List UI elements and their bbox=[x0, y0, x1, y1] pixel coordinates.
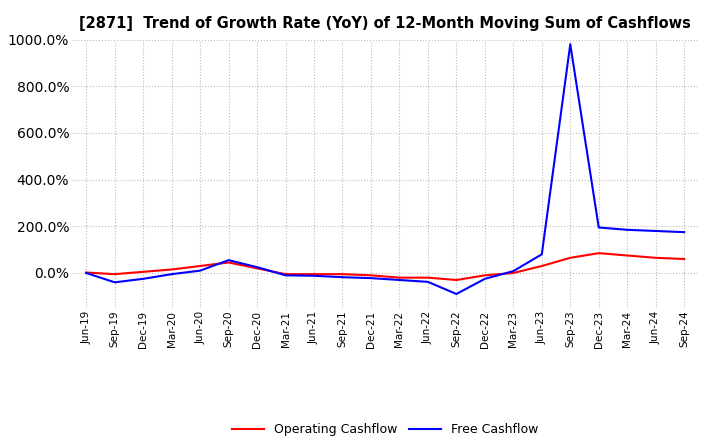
Free Cashflow bbox=[623, 227, 631, 232]
Free Cashflow bbox=[110, 280, 119, 285]
Legend: Operating Cashflow, Free Cashflow: Operating Cashflow, Free Cashflow bbox=[228, 418, 543, 440]
Free Cashflow bbox=[509, 268, 518, 274]
Free Cashflow bbox=[480, 276, 489, 282]
Line: Operating Cashflow: Operating Cashflow bbox=[86, 253, 684, 280]
Free Cashflow bbox=[395, 277, 404, 282]
Operating Cashflow bbox=[196, 264, 204, 269]
Operating Cashflow bbox=[680, 257, 688, 262]
Operating Cashflow bbox=[366, 273, 375, 278]
Title: [2871]  Trend of Growth Rate (YoY) of 12-Month Moving Sum of Cashflows: [2871] Trend of Growth Rate (YoY) of 12-… bbox=[79, 16, 691, 32]
Operating Cashflow bbox=[167, 267, 176, 272]
Free Cashflow bbox=[310, 273, 318, 279]
Operating Cashflow bbox=[652, 255, 660, 260]
Operating Cashflow bbox=[452, 277, 461, 282]
Free Cashflow bbox=[225, 257, 233, 263]
Operating Cashflow bbox=[139, 269, 148, 275]
Operating Cashflow bbox=[82, 270, 91, 275]
Operating Cashflow bbox=[253, 266, 261, 271]
Operating Cashflow bbox=[225, 260, 233, 265]
Operating Cashflow bbox=[566, 255, 575, 260]
Operating Cashflow bbox=[310, 271, 318, 277]
Operating Cashflow bbox=[537, 264, 546, 269]
Free Cashflow bbox=[566, 42, 575, 47]
Operating Cashflow bbox=[282, 271, 290, 277]
Operating Cashflow bbox=[480, 273, 489, 278]
Free Cashflow bbox=[253, 264, 261, 270]
Free Cashflow bbox=[423, 279, 432, 285]
Free Cashflow bbox=[282, 273, 290, 278]
Operating Cashflow bbox=[395, 275, 404, 280]
Free Cashflow bbox=[338, 275, 347, 280]
Free Cashflow bbox=[537, 252, 546, 257]
Operating Cashflow bbox=[623, 253, 631, 258]
Free Cashflow bbox=[652, 228, 660, 234]
Operating Cashflow bbox=[595, 250, 603, 256]
Free Cashflow bbox=[366, 275, 375, 281]
Free Cashflow bbox=[595, 225, 603, 230]
Free Cashflow bbox=[82, 270, 91, 275]
Free Cashflow bbox=[167, 271, 176, 277]
Free Cashflow bbox=[452, 291, 461, 297]
Line: Free Cashflow: Free Cashflow bbox=[86, 44, 684, 294]
Operating Cashflow bbox=[110, 271, 119, 277]
Free Cashflow bbox=[196, 268, 204, 273]
Operating Cashflow bbox=[338, 271, 347, 277]
Operating Cashflow bbox=[423, 275, 432, 280]
Free Cashflow bbox=[139, 276, 148, 282]
Free Cashflow bbox=[680, 230, 688, 235]
Operating Cashflow bbox=[509, 270, 518, 275]
